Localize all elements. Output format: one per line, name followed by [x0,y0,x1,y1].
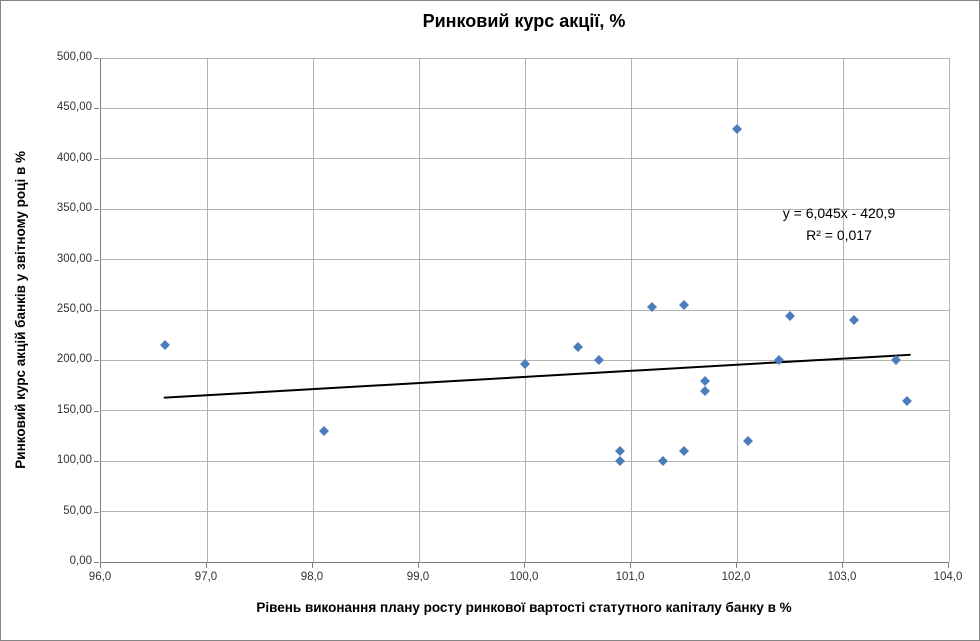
y-tick-mark [94,562,99,563]
x-axis-title: Рівень виконання плану росту ринкової ва… [256,600,792,615]
x-tick-label: 98,0 [300,571,324,583]
gridline-v [524,58,526,562]
x-tick-mark [418,563,419,568]
x-tick-mark [842,563,843,568]
x-tick-label: 102,0 [721,571,751,583]
y-tick-mark [94,108,99,110]
x-tick-mark [312,563,313,568]
x-tick-mark [736,563,737,568]
x-tick-mark [524,563,525,568]
x-tick-label: 103,0 [827,571,857,583]
gridline-v [736,58,738,562]
y-tick-label: 0,00 [69,555,92,567]
y-tick-label: 200,00 [56,353,92,366]
y-tick-label: 250,00 [56,303,92,315]
x-tick-label: 100,0 [509,571,539,583]
y-tick-mark [94,158,99,160]
y-axis-title-text: Ринковий курс акцій банків у звітному ро… [12,151,28,469]
x-tick-label: 97,0 [194,571,218,583]
x-tick-mark [948,563,949,568]
chart-title: Ринковий курс акції, % [422,11,626,31]
x-tick-mark [206,563,207,568]
gridline-v [312,58,314,562]
gridline-v [630,58,632,562]
y-tick-label: 450,00 [56,101,92,114]
y-tick-label: 500,00 [56,51,92,63]
trendline [163,353,911,399]
gridline-v [206,58,208,562]
x-tick-label: 99,0 [406,571,430,583]
y-tick-mark [94,461,99,463]
y-tick-mark [94,259,99,261]
trendline-r-squared: R² = 0,017 [806,227,872,244]
y-tick-mark [94,410,99,412]
y-tick-label: 350,00 [56,202,92,215]
trendline-label: y = 6,045x - 420,9 R² = 0,017 [783,202,895,247]
y-tick-label: 300,00 [56,252,92,265]
gridline-v [418,58,420,562]
y-tick-mark [94,360,99,362]
gridline-v [948,58,950,562]
y-tick-label: 100,00 [56,454,92,467]
y-tick-mark [94,511,99,513]
y-tick-label: 400,00 [56,151,92,164]
x-tick-label: 96,0 [88,571,112,583]
y-tick-label: 50,00 [63,504,92,517]
x-tick-label: 104,0 [933,571,963,583]
y-tick-mark [94,209,99,211]
plot-area: y = 6,045x - 420,9 R² = 0,017 [100,57,950,563]
trendline-equation: y = 6,045x - 420,9 [782,205,896,221]
y-tick-mark [94,58,99,59]
x-tick-mark [630,563,631,568]
x-tick-label: 101,0 [615,571,645,583]
gridline-v [842,58,844,562]
y-tick-mark [94,310,99,311]
x-tick-mark [100,563,101,568]
y-tick-label: 150,00 [56,403,92,416]
